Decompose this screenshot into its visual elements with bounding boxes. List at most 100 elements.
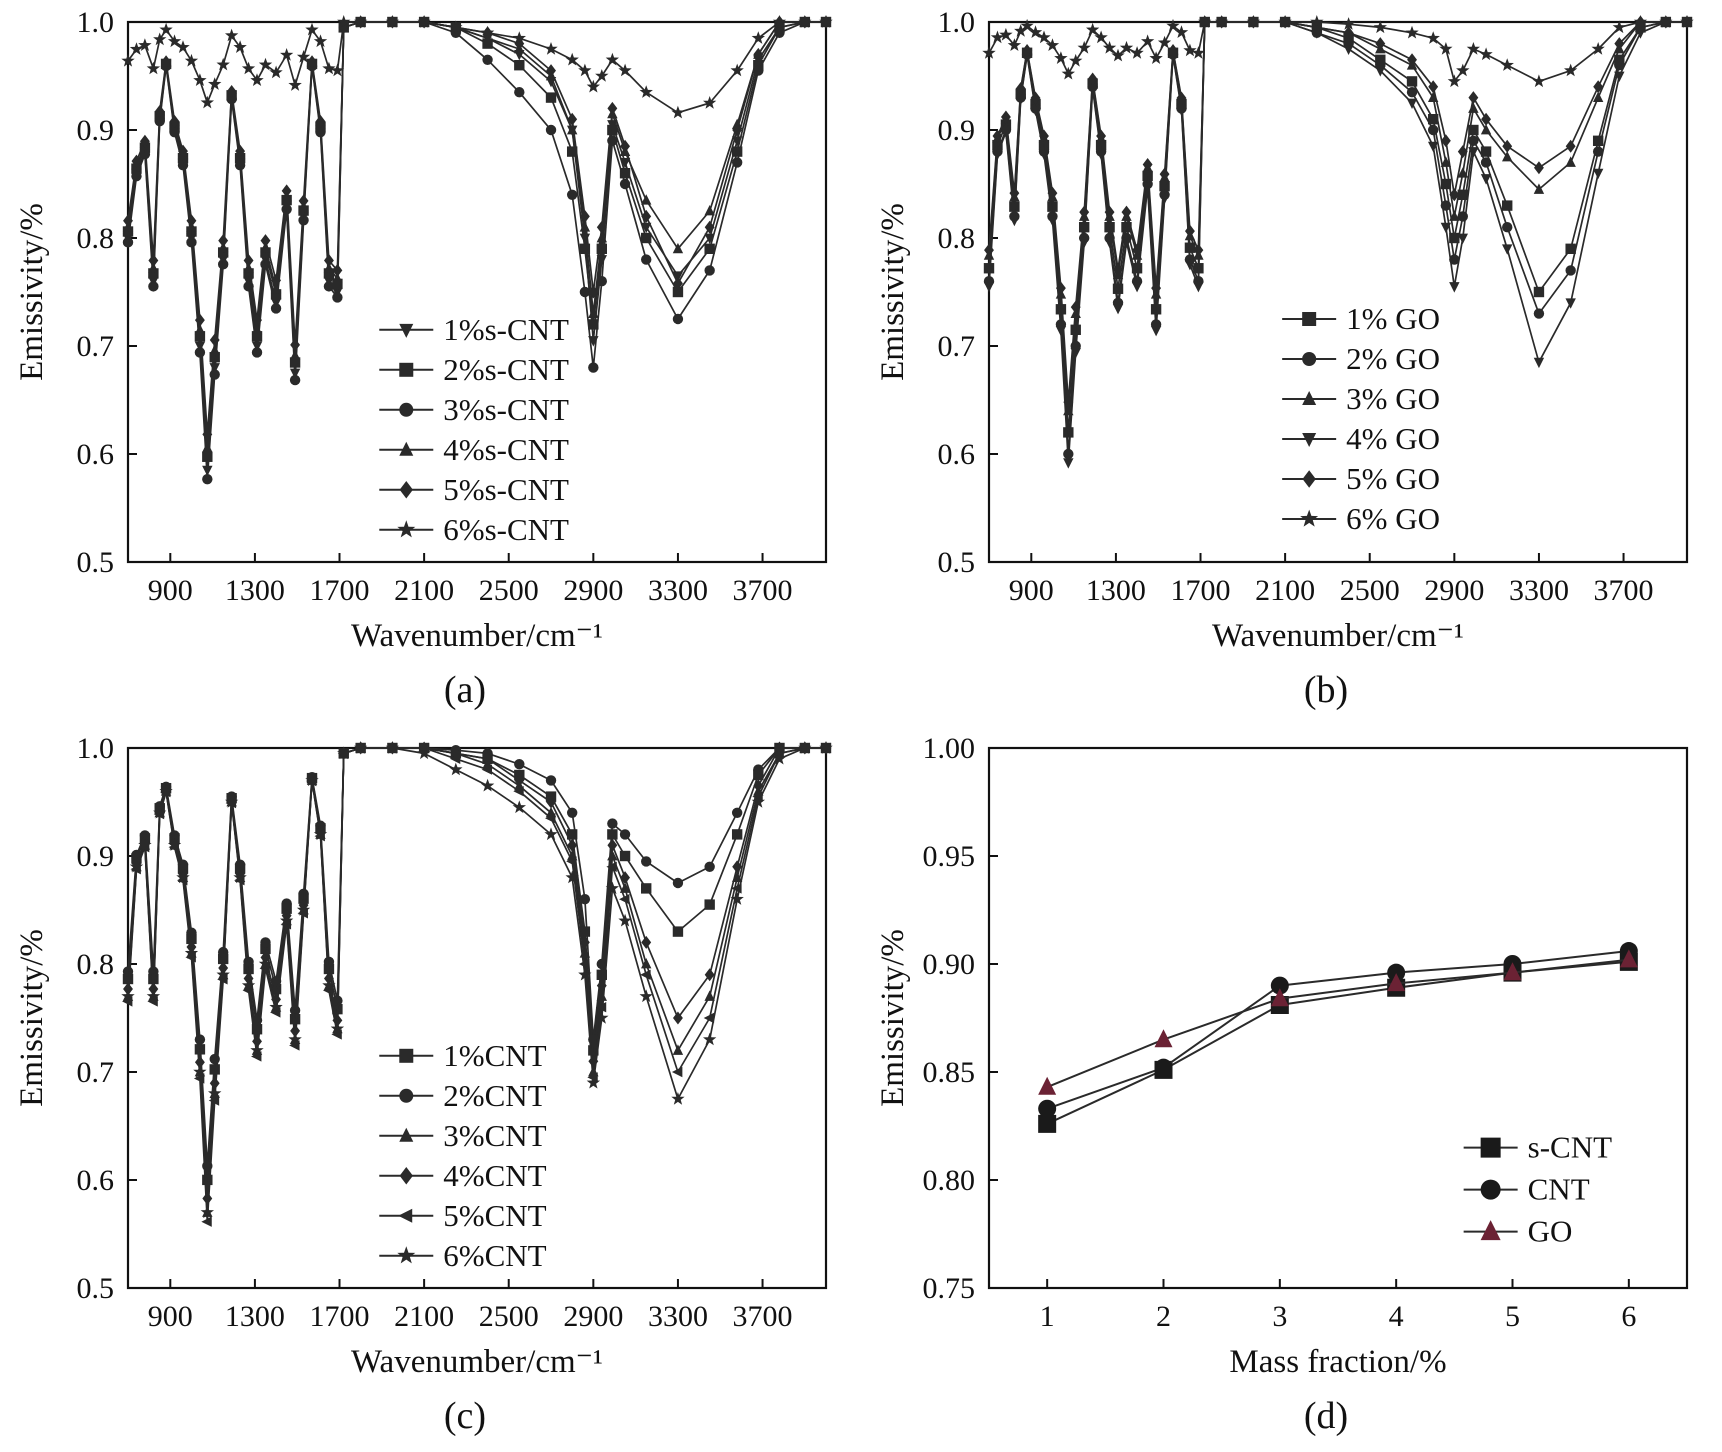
- x-tick-label: 1700: [310, 1300, 370, 1333]
- y-tick-label: 0.9: [938, 114, 976, 147]
- legend-label: 4%CNT: [443, 1158, 546, 1193]
- series-5-s-cnt: [123, 15, 831, 441]
- x-tick-label: 3300: [1509, 574, 1569, 607]
- legend-label: 2%CNT: [443, 1078, 546, 1113]
- x-axis-label: Mass fraction/%: [1229, 1344, 1446, 1380]
- x-tick-label: 900: [148, 574, 193, 607]
- legend-label: CNT: [1528, 1172, 1590, 1207]
- legend-label: GO: [1528, 1214, 1573, 1249]
- panel-d-chart: 1 2 3 4 5 6 0.75 0.80 0.85 0.90 0.95 1.00 Mass fract…: [875, 732, 1689, 1380]
- x-tick-label: 2500: [1340, 574, 1400, 607]
- axes: 1 2 3 4 5 6 0.75 0.80 0.85 0.90 0.95 1.00 Mass fract…: [875, 732, 1689, 1380]
- panel-b-caption: (b): [1303, 669, 1349, 711]
- series-4-go: [983, 17, 1693, 469]
- x-axis-label: Wavenumber/cm⁻¹: [351, 618, 603, 654]
- y-tick-label: 0.5: [77, 1272, 115, 1305]
- y-tick-label: 1.0: [77, 6, 115, 39]
- legend: s-CNT CNT GO: [1463, 1130, 1612, 1249]
- y-axis-label: Emissivity/%: [14, 929, 50, 1107]
- legend: 1% GO 2% GO 3% GO 4% GO 5% GO 6% GO: [1282, 301, 1440, 536]
- y-tick-label: 0.90: [923, 948, 976, 981]
- series-6-s-cnt: [121, 15, 833, 119]
- panel-b-chart: 900 1300 1700 2100 2500 2900 3300 3700 0.5 0.6 0.7…: [875, 6, 1694, 654]
- legend-label: 3%s-CNT: [443, 392, 569, 427]
- x-tick-label: 1700: [310, 574, 370, 607]
- series-go: [1038, 949, 1638, 1095]
- x-tick-label: 2500: [479, 574, 539, 607]
- y-axis-label: Emissivity/%: [875, 203, 911, 381]
- panel-b: 900 1300 1700 2100 2500 2900 3300 3700 0.5 0.6 0.7…: [861, 0, 1722, 726]
- legend-label: 6% GO: [1346, 501, 1440, 536]
- legend-label: 2% GO: [1346, 341, 1440, 376]
- x-axis-label: Wavenumber/cm⁻¹: [1212, 618, 1464, 654]
- x-tick-label: 2: [1156, 1300, 1171, 1333]
- y-axis-label: Emissivity/%: [14, 203, 50, 381]
- y-tick-label: 0.9: [77, 114, 115, 147]
- legend-label: 5%s-CNT: [443, 472, 569, 507]
- x-axis-label: Wavenumber/cm⁻¹: [351, 1344, 603, 1380]
- panel-d: 1 2 3 4 5 6 0.75 0.80 0.85 0.90 0.95 1.00 Mass fract…: [861, 726, 1722, 1452]
- x-tick-label: 4: [1389, 1300, 1404, 1333]
- legend-label: 6%CNT: [443, 1238, 546, 1273]
- y-tick-label: 0.6: [938, 438, 976, 471]
- y-tick-label: 1.00: [923, 732, 976, 765]
- y-tick-label: 0.80: [923, 1164, 976, 1197]
- x-tick-label: 1300: [1086, 574, 1146, 607]
- y-tick-label: 0.5: [77, 546, 115, 579]
- x-tick-label: 3700: [733, 574, 793, 607]
- y-tick-label: 0.7: [938, 330, 976, 363]
- x-tick-label: 2100: [394, 1300, 454, 1333]
- legend-label: 4% GO: [1346, 421, 1440, 456]
- y-tick-label: 0.8: [938, 222, 976, 255]
- axes: 900 1300 1700 2100 2500 2900 3300 3700 0.5 0.6 0.7…: [875, 6, 1689, 654]
- panel-a-caption: (a): [443, 669, 487, 711]
- y-tick-label: 0.8: [77, 948, 115, 981]
- x-tick-label: 5: [1505, 1300, 1520, 1333]
- series-3-go: [983, 16, 1693, 416]
- x-tick-label: 3: [1272, 1300, 1287, 1333]
- legend-label: 3% GO: [1346, 381, 1440, 416]
- x-tick-label: 6: [1621, 1300, 1636, 1333]
- x-tick-label: 2900: [1424, 574, 1484, 607]
- x-tick-label: 3300: [648, 1300, 708, 1333]
- x-tick-label: 2900: [563, 574, 623, 607]
- series-5-cnt: [122, 742, 831, 1227]
- axes: 900 1300 1700 2100 2500 2900 3300 3700 0.5 0.6 0.7…: [14, 732, 828, 1380]
- series-6-cnt: [121, 741, 833, 1219]
- x-tick-label: 2100: [394, 574, 454, 607]
- legend-label: 5% GO: [1346, 461, 1440, 496]
- x-tick-label: 3700: [733, 1300, 793, 1333]
- y-tick-label: 0.75: [923, 1272, 976, 1305]
- x-tick-label: 1700: [1171, 574, 1231, 607]
- x-tick-label: 2900: [563, 1300, 623, 1333]
- x-tick-label: 1: [1040, 1300, 1055, 1333]
- panel-a-chart: 900 1300 1700 2100 2500 2900 3300 3700 0.5 0.6 0.7…: [14, 6, 833, 654]
- legend: 1%CNT 2%CNT 3%CNT 4%CNT 5%CNT 6%CNT: [379, 1038, 547, 1273]
- x-tick-label: 1300: [225, 1300, 285, 1333]
- y-axis-label: Emissivity/%: [875, 929, 911, 1107]
- legend-label: 3%CNT: [443, 1118, 546, 1153]
- y-tick-label: 1.0: [938, 6, 976, 39]
- y-tick-label: 0.95: [923, 840, 976, 873]
- panel-a: 900 1300 1700 2100 2500 2900 3300 3700 0.5 0.6 0.7…: [0, 0, 861, 726]
- axes: 900 1300 1700 2100 2500 2900 3300 3700 0.5 0.6 0.7…: [14, 6, 828, 654]
- y-tick-label: 0.5: [938, 546, 976, 579]
- series-6-go: [982, 15, 1694, 88]
- legend-label: 6%s-CNT: [443, 512, 569, 547]
- series-5-go: [984, 15, 1692, 409]
- y-tick-label: 0.8: [77, 222, 115, 255]
- legend-label: 2%s-CNT: [443, 352, 569, 387]
- y-tick-label: 0.6: [77, 1164, 115, 1197]
- legend-label: 1%s-CNT: [443, 312, 569, 347]
- y-tick-label: 0.9: [77, 840, 115, 873]
- legend-label: 5%CNT: [443, 1198, 546, 1233]
- y-tick-label: 0.7: [77, 1056, 115, 1089]
- y-tick-label: 1.0: [77, 732, 115, 765]
- y-tick-label: 0.6: [77, 438, 115, 471]
- legend-label: 4%s-CNT: [443, 432, 569, 467]
- panel-d-caption: (d): [1303, 1395, 1349, 1437]
- legend: 1%s-CNT 2%s-CNT 3%s-CNT 4%s-CNT 5%s-CNT 6%s-C…: [379, 312, 569, 547]
- legend-label: 1%CNT: [443, 1038, 546, 1073]
- x-tick-label: 900: [1009, 574, 1054, 607]
